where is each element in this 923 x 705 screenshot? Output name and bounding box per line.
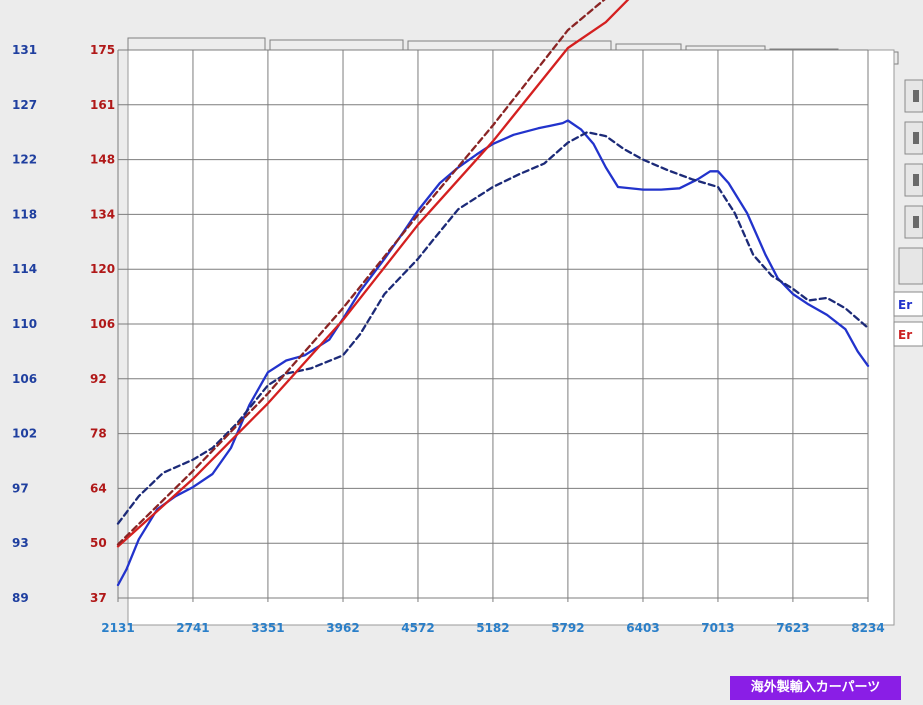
y-tick-inner-label: 37 — [90, 591, 107, 605]
watermark-text: 海外製輸入カーパーツ — [730, 676, 901, 700]
y-tick-outer-label: 89 — [12, 591, 29, 605]
x-tick-label: 4572 — [401, 621, 434, 635]
series-line-2 — [116, 131, 870, 525]
x-tick-label: 2131 — [101, 621, 134, 635]
y-axis-inner-ticks: 37 50 64 78 92 106 120 134 148 161 175 — [90, 43, 115, 605]
y-tick-outer-label: 93 — [12, 536, 29, 550]
y-tick-inner-label: 161 — [90, 98, 115, 112]
side-button-2-icon — [913, 132, 919, 144]
side-button-5[interactable] — [898, 247, 923, 285]
x-tick-label: 5182 — [476, 621, 509, 635]
chart-legend: Er Er — [893, 291, 923, 347]
legend-entry-2: Er — [898, 328, 912, 342]
y-tick-outer-label: 114 — [12, 262, 37, 276]
plot-area — [127, 49, 895, 626]
series-line-3 — [116, 0, 630, 548]
x-tick-label: 3962 — [326, 621, 359, 635]
y-tick-inner-label: 92 — [90, 372, 107, 386]
x-axis-ticks: 2131 2741 3351 3962 4572 5182 5792 6403 7013 7623… — [101, 621, 884, 635]
x-tick-label: 8234 — [851, 621, 884, 635]
y-tick-inner-label: 134 — [90, 207, 115, 221]
toolbar-tab-1[interactable] — [127, 37, 266, 51]
legend-entry-1: Er — [898, 298, 912, 312]
x-tick-label: 7013 — [701, 621, 734, 635]
y-tick-outer-label: 110 — [12, 317, 37, 331]
y-tick-inner-label: 120 — [90, 262, 115, 276]
y-tick-outer-label: 102 — [12, 427, 37, 441]
y-tick-outer-label: 97 — [12, 481, 29, 495]
y-tick-inner-label: 148 — [90, 153, 115, 167]
x-tick-label: 7623 — [776, 621, 809, 635]
legend-entry-box-2 — [893, 321, 923, 347]
side-button-3-icon — [913, 174, 919, 186]
y-tick-outer-label: 131 — [12, 43, 37, 57]
y-tick-outer-label: 106 — [12, 372, 37, 386]
x-tick-label: 5792 — [551, 621, 584, 635]
side-button-4-icon — [913, 216, 919, 228]
side-button-1-icon — [913, 90, 919, 102]
chart-series — [116, 0, 870, 587]
y-tick-outer-label: 122 — [12, 153, 37, 167]
x-tick-label: 3351 — [251, 621, 284, 635]
y-axis-outer-ticks: 89 93 97 102 106 110 114 118 122 127 131 — [12, 43, 37, 605]
y-tick-outer-label: 118 — [12, 207, 37, 221]
legend-entry-box-1 — [893, 291, 923, 317]
y-tick-inner-label: 175 — [90, 43, 115, 57]
y-tick-inner-label: 50 — [90, 536, 107, 550]
x-tick-label: 6403 — [626, 621, 659, 635]
y-tick-inner-label: 64 — [90, 481, 107, 495]
x-tick-label: 2741 — [176, 621, 209, 635]
side-button-panel — [898, 79, 923, 285]
y-tick-outer-label: 127 — [12, 98, 37, 112]
series-line-4 — [116, 0, 606, 546]
y-tick-inner-label: 78 — [90, 427, 107, 441]
y-tick-inner-label: 106 — [90, 317, 115, 331]
